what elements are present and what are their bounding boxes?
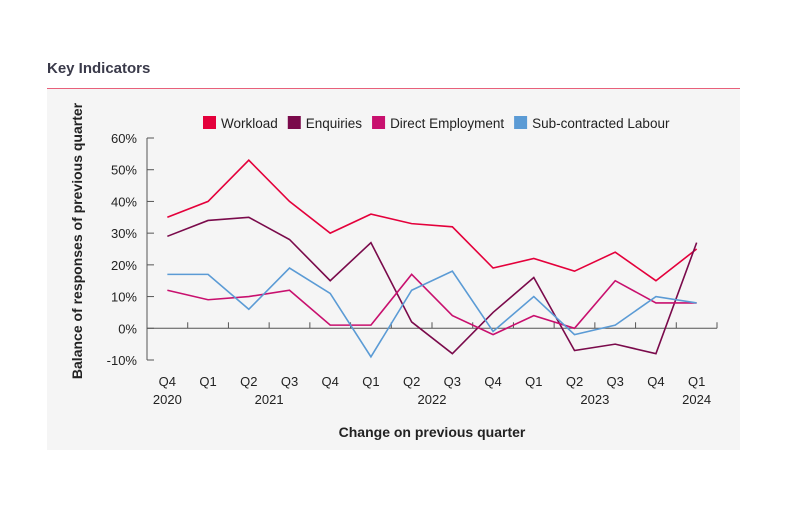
y-axis-title: Balance of responses of previous quarter <box>69 102 85 379</box>
x-year-label: 2020 <box>153 392 182 407</box>
x-year-label: 2023 <box>580 392 609 407</box>
y-tick-label: 60% <box>111 131 137 146</box>
series-line-sub-contracted-labour <box>167 267 697 359</box>
y-tick-label: 50% <box>111 163 137 178</box>
y-tick-label: 20% <box>111 258 137 273</box>
x-tick-label: Q4 <box>647 374 664 389</box>
y-tick-label: 10% <box>111 290 137 305</box>
x-axis-title: Change on previous quarter <box>339 424 526 440</box>
x-tick-label: Q1 <box>362 374 379 389</box>
x-tick-label: Q1 <box>688 374 705 389</box>
x-tick-label: Q2 <box>566 374 583 389</box>
x-tick-label: Q4 <box>322 374 339 389</box>
series-line-workload <box>167 159 698 282</box>
legend-label: Enquiries <box>306 116 363 131</box>
legend-swatch <box>203 116 216 129</box>
legend-label: Workload <box>221 116 278 131</box>
chart-panel <box>47 89 740 450</box>
x-tick-label: Q3 <box>607 374 624 389</box>
x-tick-label: Q3 <box>281 374 298 389</box>
x-tick-label: Q3 <box>444 374 461 389</box>
x-tick-label: Q1 <box>525 374 542 389</box>
legend-swatch <box>287 116 301 129</box>
y-tick-label: -10% <box>107 353 138 368</box>
x-tick-label: Q2 <box>240 374 257 389</box>
x-year-label: 2024 <box>682 392 711 407</box>
series-line-enquiries <box>167 216 698 355</box>
x-tick-label: Q4 <box>159 374 176 389</box>
x-tick-label: Q4 <box>484 374 501 389</box>
x-year-label: 2022 <box>418 392 447 407</box>
legend-swatch <box>514 116 528 129</box>
legend-label: Direct Employment <box>390 116 504 131</box>
legend-swatch <box>372 116 386 129</box>
series-line-direct-employment <box>167 273 697 336</box>
x-year-label: 2021 <box>255 392 284 407</box>
section-title: Key Indicators <box>47 60 151 77</box>
x-tick-label: Q1 <box>199 374 216 389</box>
y-tick-label: 30% <box>111 226 137 241</box>
title-divider <box>47 88 740 89</box>
x-tick-label: Q2 <box>403 374 420 389</box>
y-tick-label: 40% <box>111 194 137 209</box>
y-tick-label: 0% <box>118 321 137 336</box>
legend-label: Sub-contracted Labour <box>532 116 670 131</box>
